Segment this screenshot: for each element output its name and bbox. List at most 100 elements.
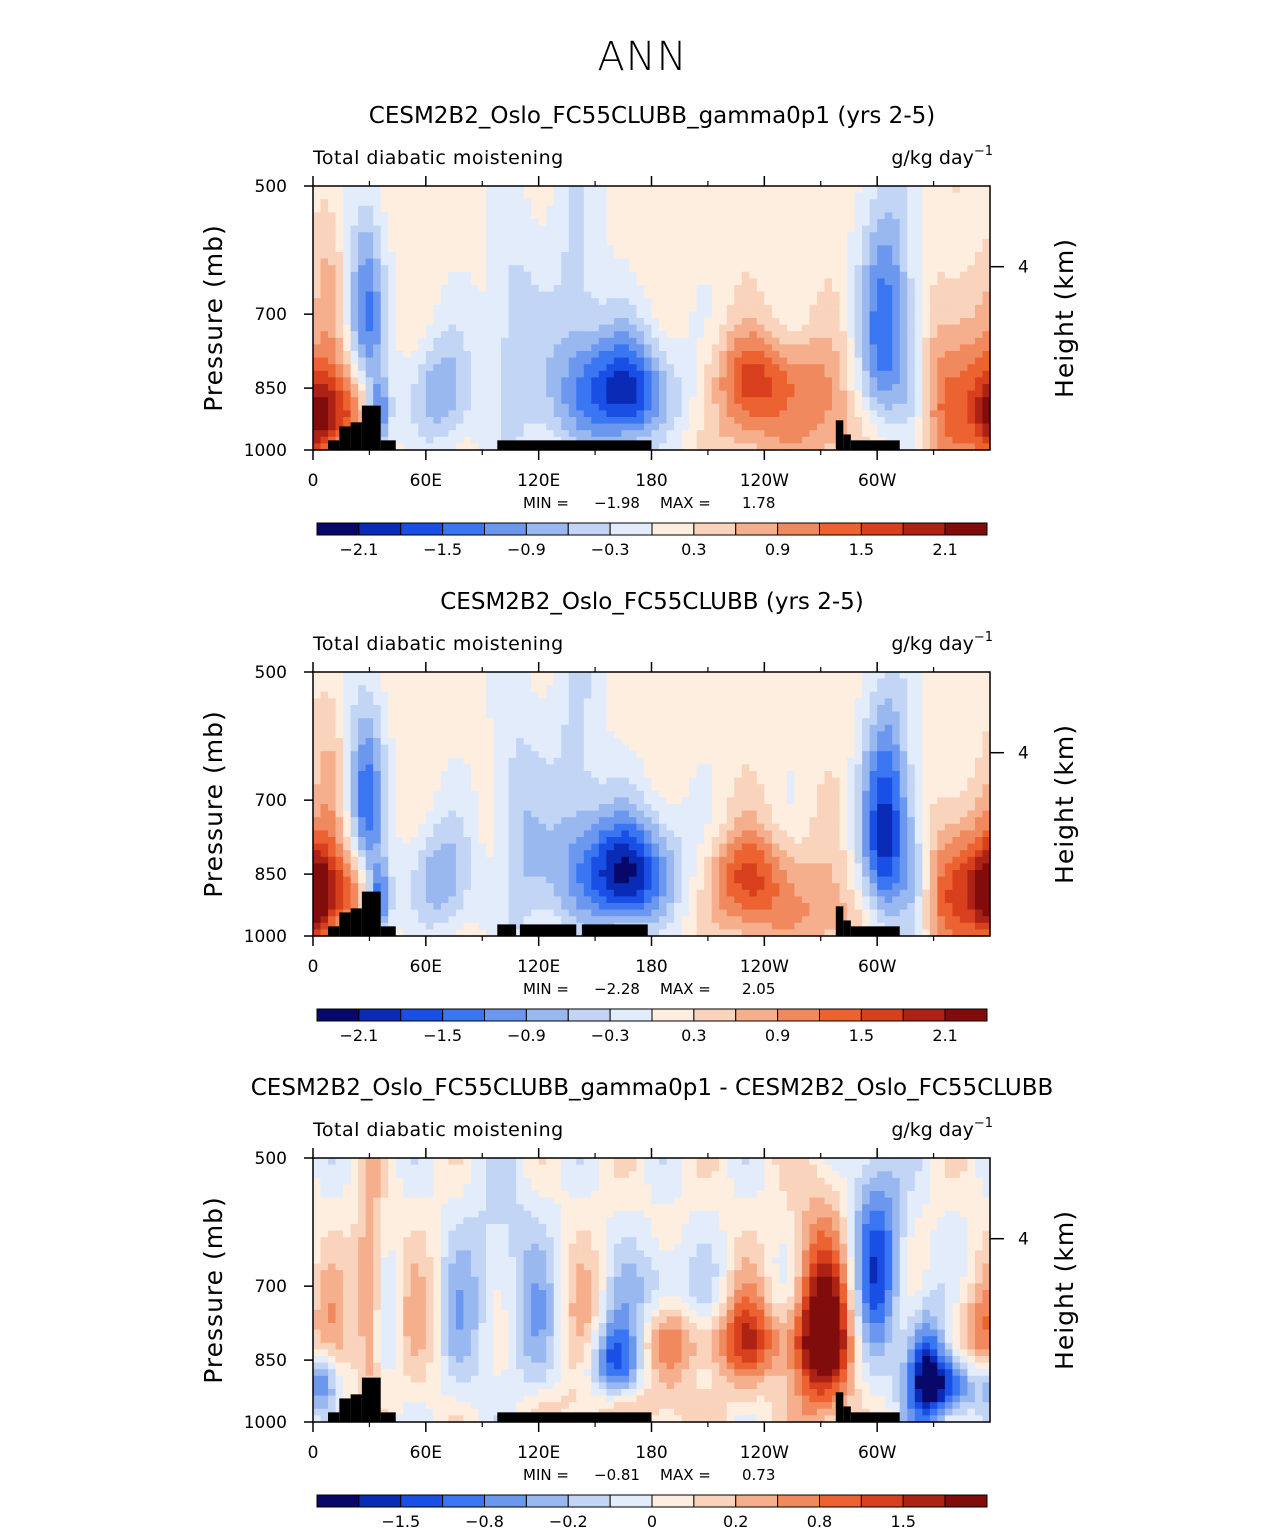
field-cell (914, 311, 923, 319)
field-cell (869, 324, 878, 332)
field-cell (583, 738, 592, 746)
field-cell (816, 672, 826, 680)
field-cell (388, 219, 397, 227)
field-cell (546, 724, 555, 732)
field-cell (734, 278, 743, 286)
field-cell (425, 324, 434, 332)
field-cell (493, 344, 502, 352)
field-cell (433, 351, 442, 359)
field-cell (937, 318, 946, 326)
field-cell (628, 678, 638, 686)
field-cell (463, 691, 472, 699)
colorbar-label: −1.5 (423, 540, 462, 559)
field-cell (877, 390, 886, 398)
field-cell (666, 278, 675, 286)
field-cell (546, 304, 555, 312)
field-cell (410, 199, 419, 207)
field-cell (899, 357, 908, 365)
field-cell (651, 351, 660, 359)
field-cell (854, 252, 863, 260)
field-cell (598, 724, 607, 732)
field-cell (410, 357, 419, 365)
field-cell (756, 186, 765, 194)
field-cell (854, 271, 863, 279)
field-cell (365, 390, 374, 398)
field-cell (726, 192, 735, 200)
field-cell (847, 423, 856, 431)
field-cell (764, 337, 773, 345)
field-cell (508, 265, 517, 273)
field-cell (486, 384, 495, 392)
field-cell (696, 212, 705, 220)
field-cell (621, 232, 630, 240)
field-cell (508, 186, 517, 194)
field-cell (448, 225, 457, 233)
field-cell (425, 691, 434, 699)
field-cell (944, 219, 953, 227)
field-cell (538, 384, 547, 392)
field-cell (343, 698, 352, 706)
field-cell (388, 291, 397, 299)
field-cell (892, 278, 901, 286)
field-cell (824, 410, 833, 418)
field-cell (937, 364, 946, 372)
field-cell (358, 731, 367, 739)
field-cell (824, 331, 833, 339)
field-cell (501, 298, 510, 306)
field-cell (538, 252, 547, 260)
field-cell (899, 344, 908, 352)
field-cell (674, 357, 683, 365)
field-cell (373, 370, 382, 378)
field-cell (651, 430, 660, 438)
field-cell (486, 751, 495, 759)
field-cell (388, 199, 397, 207)
field-cell (531, 318, 540, 326)
field-cell (606, 205, 615, 213)
field-cell (779, 751, 788, 759)
field-cell (922, 291, 931, 299)
field-cell (478, 698, 487, 706)
field-cell (433, 324, 442, 332)
field-cell (410, 711, 419, 719)
x-tick-label: 60E (410, 471, 442, 491)
field-cell (508, 331, 517, 339)
field-cell (628, 698, 638, 706)
field-cell (470, 245, 480, 253)
field-cell (847, 698, 856, 706)
field-cell (576, 757, 585, 765)
field-cell (907, 337, 916, 345)
field-cell (899, 324, 908, 332)
field-cell (689, 738, 698, 746)
field-cell (794, 384, 803, 392)
field-cell (433, 344, 442, 352)
field-cell (974, 285, 984, 293)
field-cell (343, 232, 352, 240)
field-cell (892, 337, 901, 345)
field-cell (561, 685, 570, 693)
field-cell (501, 724, 510, 732)
field-cell (538, 672, 547, 680)
field-cell (583, 225, 592, 233)
field-cell (674, 711, 683, 719)
field-cell (771, 351, 780, 359)
field-cell (358, 390, 367, 398)
field-cell (388, 304, 397, 312)
field-cell (824, 232, 833, 240)
field-cell (628, 298, 638, 306)
field-cell (636, 278, 645, 286)
field-cell (877, 298, 886, 306)
field-cell (711, 205, 720, 213)
field-cell (643, 192, 653, 200)
field-cell (681, 672, 690, 680)
field-cell (771, 417, 780, 425)
field-cell (365, 751, 374, 759)
field-cell (636, 205, 645, 213)
field-cell (463, 430, 472, 438)
field-cell (516, 232, 525, 240)
field-cell (621, 672, 630, 680)
field-cell (486, 205, 495, 213)
field-cell (892, 238, 901, 246)
field-cell (764, 751, 773, 759)
field-cell (659, 186, 668, 194)
field-cell (388, 357, 397, 365)
